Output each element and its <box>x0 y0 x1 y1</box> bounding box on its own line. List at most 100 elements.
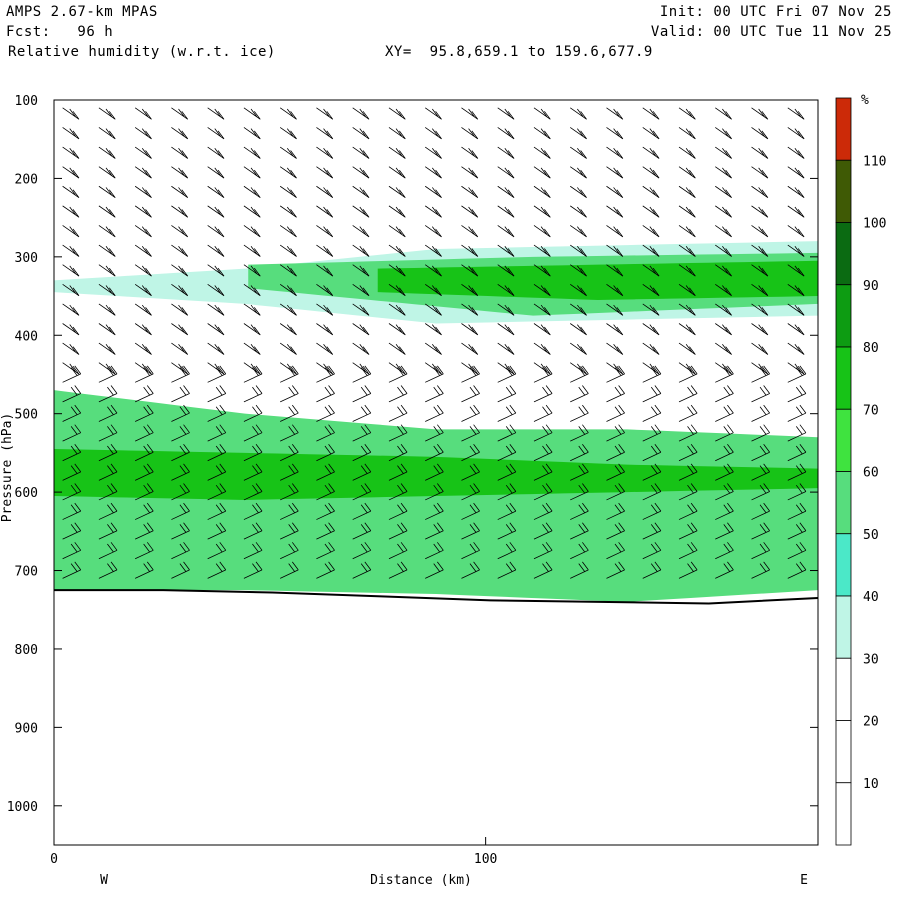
wind-barb <box>243 502 263 520</box>
wind-barb <box>134 463 154 481</box>
wind-barb <box>425 424 444 442</box>
wind-barb <box>715 146 732 159</box>
wind-barb <box>715 502 734 520</box>
wind-barb <box>98 542 118 560</box>
wind-barb <box>715 166 732 179</box>
wind-barb <box>207 205 225 218</box>
wind-barb <box>424 166 442 179</box>
wind-barb <box>388 365 408 383</box>
colorbar-label: 60 <box>863 466 879 481</box>
wind-barb <box>570 225 587 238</box>
wind-barb <box>715 522 734 540</box>
wind-barb <box>316 342 334 355</box>
wind-barb <box>570 283 587 297</box>
wind-barb <box>98 522 118 540</box>
colorbar-swatch <box>835 720 852 784</box>
wind-barb <box>787 146 805 159</box>
wind-barb <box>207 463 227 481</box>
wind-barb <box>280 444 299 462</box>
wind-barb <box>497 185 515 199</box>
wind-barb <box>280 385 299 403</box>
wind-barb <box>570 146 587 159</box>
wind-barb <box>352 542 372 560</box>
wind-barb <box>461 542 480 560</box>
y-tick-label: 700 <box>15 565 38 580</box>
wind-barb <box>642 502 662 520</box>
wind-barb <box>316 522 335 540</box>
valid-time: Valid: 00 UTC Tue 11 Nov 25 <box>650 24 892 40</box>
plot-frame <box>53 99 819 846</box>
wind-barb <box>279 342 297 355</box>
wind-barb <box>678 561 698 579</box>
wind-barb <box>243 283 261 297</box>
wind-barb <box>352 342 370 355</box>
wind-barb <box>606 362 624 375</box>
wind-barb <box>715 342 732 355</box>
wind-barb <box>98 283 116 297</box>
wind-barb <box>316 283 334 297</box>
wind-barb <box>678 303 696 316</box>
colorbar-label: 30 <box>863 652 879 667</box>
wind-barb <box>352 205 370 218</box>
wind-barb <box>570 502 589 520</box>
wind-barb <box>171 362 189 375</box>
wind-barb <box>715 225 732 238</box>
wind-barb <box>134 166 152 179</box>
wind-barb <box>461 225 479 238</box>
wind-barb <box>533 561 553 579</box>
wind-barb <box>678 444 698 462</box>
east-label: E <box>800 873 808 888</box>
wind-barb <box>424 205 442 218</box>
wind-barb <box>316 404 335 422</box>
wind-barb <box>715 107 732 120</box>
x-tick-label: 0 <box>50 852 58 867</box>
wind-barb <box>751 244 769 257</box>
wind-barb <box>352 522 372 540</box>
wind-barb <box>642 542 662 560</box>
wind-barb <box>243 342 261 355</box>
wind-barb <box>134 444 154 462</box>
wind-barb <box>98 185 116 199</box>
wind-barb <box>171 342 189 355</box>
wind-barb <box>316 166 334 179</box>
wind-barb <box>207 424 227 442</box>
wind-barb <box>715 205 732 218</box>
colorbar-unit: % <box>861 93 869 108</box>
wind-barb <box>352 404 372 422</box>
wind-barb <box>678 385 698 403</box>
wind-barb <box>606 365 625 383</box>
x-axis-label: Distance (km) <box>370 873 472 888</box>
wind-barb <box>533 424 553 442</box>
forecast-hour: Fcst: 96 h <box>6 24 114 40</box>
wind-barb <box>207 444 227 462</box>
wind-barb <box>751 323 769 336</box>
wind-barb <box>606 205 624 218</box>
wind-barb <box>98 385 118 403</box>
wind-barb <box>207 283 225 297</box>
wind-barb <box>606 127 624 140</box>
wind-barb <box>171 303 189 316</box>
wind-barb <box>171 225 189 238</box>
wind-barb <box>98 264 116 277</box>
colorbar-label: 10 <box>863 777 879 792</box>
wind-barb <box>642 522 662 540</box>
y-tick-label: 900 <box>15 721 38 736</box>
wind-barb <box>243 166 261 179</box>
wind-barb <box>678 283 696 297</box>
wind-barb <box>388 385 408 403</box>
wind-barb <box>207 323 225 336</box>
xy-range: XY= 95.8,659.1 to 159.6,677.9 <box>385 44 653 60</box>
wind-barb <box>352 483 372 501</box>
wind-barb <box>606 283 624 297</box>
wind-barb <box>424 323 442 336</box>
wind-barb <box>461 303 479 316</box>
wind-barb <box>98 463 118 481</box>
wind-barb <box>570 244 587 257</box>
wind-barb <box>316 185 334 199</box>
wind-barb <box>461 444 480 462</box>
wind-barb <box>570 365 589 383</box>
wind-barb <box>533 483 553 501</box>
wind-barb <box>787 205 805 218</box>
wind-barb <box>497 463 517 481</box>
wind-barb <box>207 185 225 199</box>
